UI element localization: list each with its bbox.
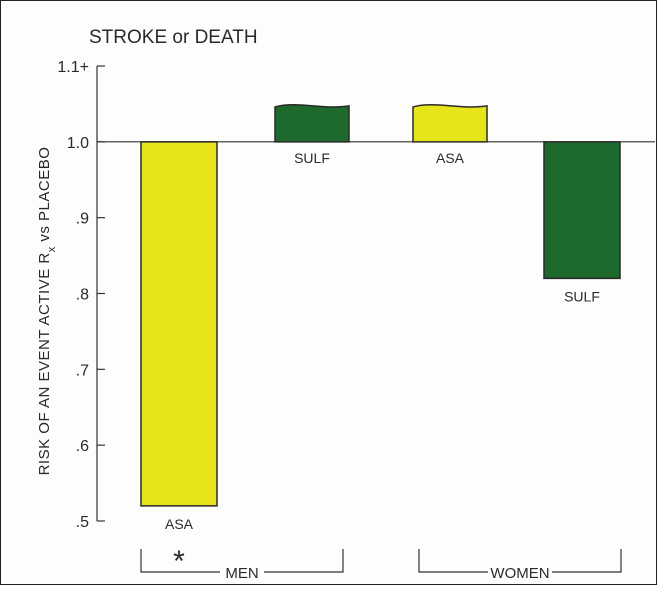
- group-bracket: [140, 549, 344, 573]
- bar-label: SULF: [564, 288, 600, 304]
- y-tick-label: .5: [76, 514, 89, 531]
- y-tick-label: .8: [76, 287, 89, 304]
- y-axis-label-subscript: x: [46, 246, 58, 252]
- bar: [412, 104, 488, 143]
- y-tick-label: .9: [76, 211, 89, 228]
- bar: [274, 104, 350, 143]
- group-label: MEN: [225, 565, 258, 582]
- bar-label: ASA: [436, 150, 465, 166]
- y-axis-label-main: RISK OF AN EVENT ACTIVE R: [36, 252, 53, 475]
- chart-title: STROKE or DEATH: [89, 27, 258, 48]
- group-label: WOMEN: [490, 565, 549, 582]
- y-tick-label: 1.0: [67, 135, 89, 152]
- significance-asterisk: *: [173, 545, 185, 578]
- bar-labels-layer: ASA SULF ASA SULF: [165, 150, 600, 532]
- bars-layer: [140, 104, 621, 507]
- group-brackets-layer: MEN * WOMEN: [140, 545, 622, 582]
- bar: [543, 141, 621, 280]
- bar: [140, 141, 218, 507]
- y-tick-label: .6: [76, 438, 89, 455]
- y-tick-label: 1.1+: [57, 59, 89, 76]
- group-bracket: [418, 549, 622, 573]
- y-tick-label: .7: [76, 362, 89, 379]
- bar-label: ASA: [165, 516, 194, 532]
- y-axis-label: RISK OF AN EVENT ACTIVE Rx vs PLACEBO: [36, 147, 58, 476]
- bar-label: SULF: [294, 150, 330, 166]
- y-axis-label-tail: vs PLACEBO: [36, 147, 53, 247]
